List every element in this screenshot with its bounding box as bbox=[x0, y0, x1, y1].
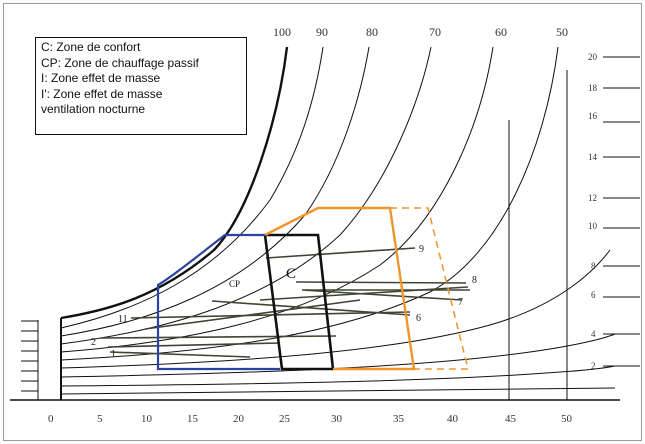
month-effect-lines bbox=[99, 247, 470, 358]
rh-label-70: 70 bbox=[429, 25, 441, 39]
month-label-11: 11 bbox=[118, 314, 128, 325]
month-line-6b bbox=[144, 299, 361, 330]
rh-curve-80 bbox=[60, 46, 370, 337]
month-label-8: 8 bbox=[472, 275, 477, 286]
legend-item-night-ventilation: ventilation nocturne bbox=[41, 102, 146, 117]
month-line-2b bbox=[107, 342, 281, 348]
abs-label-6: 6 bbox=[591, 290, 596, 300]
month-line-7a bbox=[301, 289, 463, 301]
x-tick-50: 50 bbox=[561, 413, 573, 425]
rh-curve-20 bbox=[60, 365, 616, 387]
month-line-9 bbox=[265, 247, 416, 259]
abs-label-14: 14 bbox=[588, 152, 598, 162]
month-line-8a bbox=[295, 281, 467, 284]
chart-frame bbox=[3, 3, 642, 441]
abs-label-8: 8 bbox=[591, 261, 596, 271]
passive-heating-label: CP bbox=[229, 279, 240, 289]
month-label-1: 1 bbox=[111, 349, 116, 360]
rh-curve-30 bbox=[60, 333, 616, 378]
x-tick-35: 35 bbox=[393, 413, 405, 425]
x-tick-15: 15 bbox=[187, 413, 199, 425]
abs-label-16: 16 bbox=[588, 111, 598, 121]
x-tick-10: 10 bbox=[141, 413, 153, 425]
month-label-2: 2 bbox=[91, 337, 96, 348]
rh-label-60: 60 bbox=[495, 25, 507, 39]
comfort-zone-label: C bbox=[286, 266, 296, 282]
rh-label-100: 100 bbox=[273, 25, 291, 39]
rh-label-50: 50 bbox=[556, 25, 568, 39]
legend-item-thermal-mass: I: Zone effet de masse bbox=[41, 71, 161, 86]
rh-curve-10 bbox=[60, 387, 616, 395]
abs-label-10: 10 bbox=[588, 221, 598, 231]
rh-curve-90 bbox=[60, 46, 324, 329]
abs-label-18: 18 bbox=[588, 83, 598, 93]
passive-heating-zone bbox=[156, 233, 280, 371]
month-label-9: 9 bbox=[419, 244, 424, 255]
month-line-11 bbox=[130, 311, 411, 319]
abs-label-12: 12 bbox=[588, 193, 597, 203]
month-line-2a bbox=[99, 335, 337, 339]
legend-item-passive-heating: CP: Zone de chauffage passif bbox=[41, 55, 199, 70]
right-humidity-ticks bbox=[603, 56, 640, 367]
month-line-7b bbox=[259, 286, 469, 301]
x-tick-30: 30 bbox=[331, 413, 343, 425]
x-tick-5: 5 bbox=[97, 413, 103, 425]
rh-curve-40 bbox=[60, 249, 611, 369]
legend-item-thermal-mass-night: I': Zone effet de masse bbox=[41, 86, 163, 101]
rh-curve-50 bbox=[60, 46, 559, 361]
rh-curve-60 bbox=[60, 46, 494, 353]
legend-item-comfort: C: Zone de confort bbox=[41, 40, 141, 54]
saturation-curve bbox=[60, 46, 289, 320]
abs-label-4: 4 bbox=[591, 329, 596, 339]
abs-label-2: 2 bbox=[591, 361, 596, 371]
x-tick-45: 45 bbox=[505, 413, 517, 425]
x-tick-40: 40 bbox=[447, 413, 459, 425]
rh-label-80: 80 bbox=[366, 25, 378, 39]
zone-legend: C: Zone de confort CP: Zone de chauffage… bbox=[35, 37, 247, 135]
month-label-7: 7 bbox=[458, 297, 463, 308]
thermal-mass-night-zone bbox=[390, 207, 469, 370]
month-label-6: 6 bbox=[416, 313, 421, 324]
rh-label-90: 90 bbox=[316, 25, 328, 39]
month-line-1 bbox=[109, 351, 251, 358]
x-tick-20: 20 bbox=[233, 413, 245, 425]
x-tick-0: 0 bbox=[48, 413, 54, 425]
x-tick-25: 25 bbox=[279, 413, 291, 425]
abs-label-20: 20 bbox=[588, 52, 598, 62]
